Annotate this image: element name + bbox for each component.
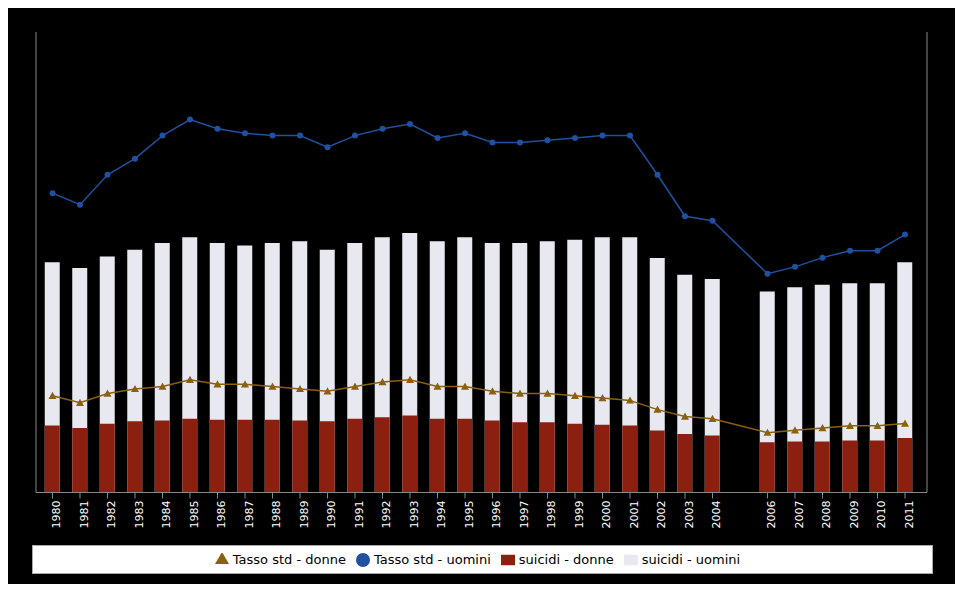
html-text:Tasso std - donne: Tasso std - donne [232,551,346,567]
svg-text:1985: 1985 [188,501,201,529]
svg-text:2010: 2010 [875,501,888,529]
svg-text:2003: 2003 [683,501,696,529]
svg-text:1989: 1989 [298,501,311,529]
svg-text:2006: 2006 [765,501,778,529]
svg-text:2011: 2011 [903,501,916,529]
html-text:Tasso std - uomini: Tasso std - uomini [374,551,491,567]
svg-text:2001: 2001 [628,501,641,529]
svg-text:2000: 2000 [600,501,613,529]
svg-text:1990: 1990 [325,501,338,529]
svg-text:1993: 1993 [408,501,421,529]
svg-text:1986: 1986 [215,501,228,529]
svg-text:2008: 2008 [820,501,833,529]
svg-text:1988: 1988 [270,501,283,529]
svg-text:1984: 1984 [160,501,173,529]
svg-text:2002: 2002 [655,501,668,529]
svg-text:2004: 2004 [710,501,723,529]
svg-text:2009: 2009 [848,501,861,529]
svg-text:1981: 1981 [78,501,91,529]
svg-text:1983: 1983 [133,501,146,529]
html-text:suicidi - uomini: suicidi - uomini [641,551,741,567]
svg-text:1982: 1982 [105,501,118,529]
svg-text:1991: 1991 [353,501,366,529]
svg-text:1987: 1987 [243,501,256,529]
svg-text:1980: 1980 [50,501,63,529]
svg-text:1997: 1997 [518,501,531,529]
svg-text:1994: 1994 [435,501,448,529]
svg-text:1998: 1998 [545,501,558,529]
html-text:suicidi - donne: suicidi - donne [518,551,614,567]
svg-text:1996: 1996 [490,501,503,529]
svg-text:1999: 1999 [573,501,586,529]
svg-text:1995: 1995 [463,501,476,529]
svg-text:2007: 2007 [793,501,806,529]
svg-text:1992: 1992 [380,501,393,529]
